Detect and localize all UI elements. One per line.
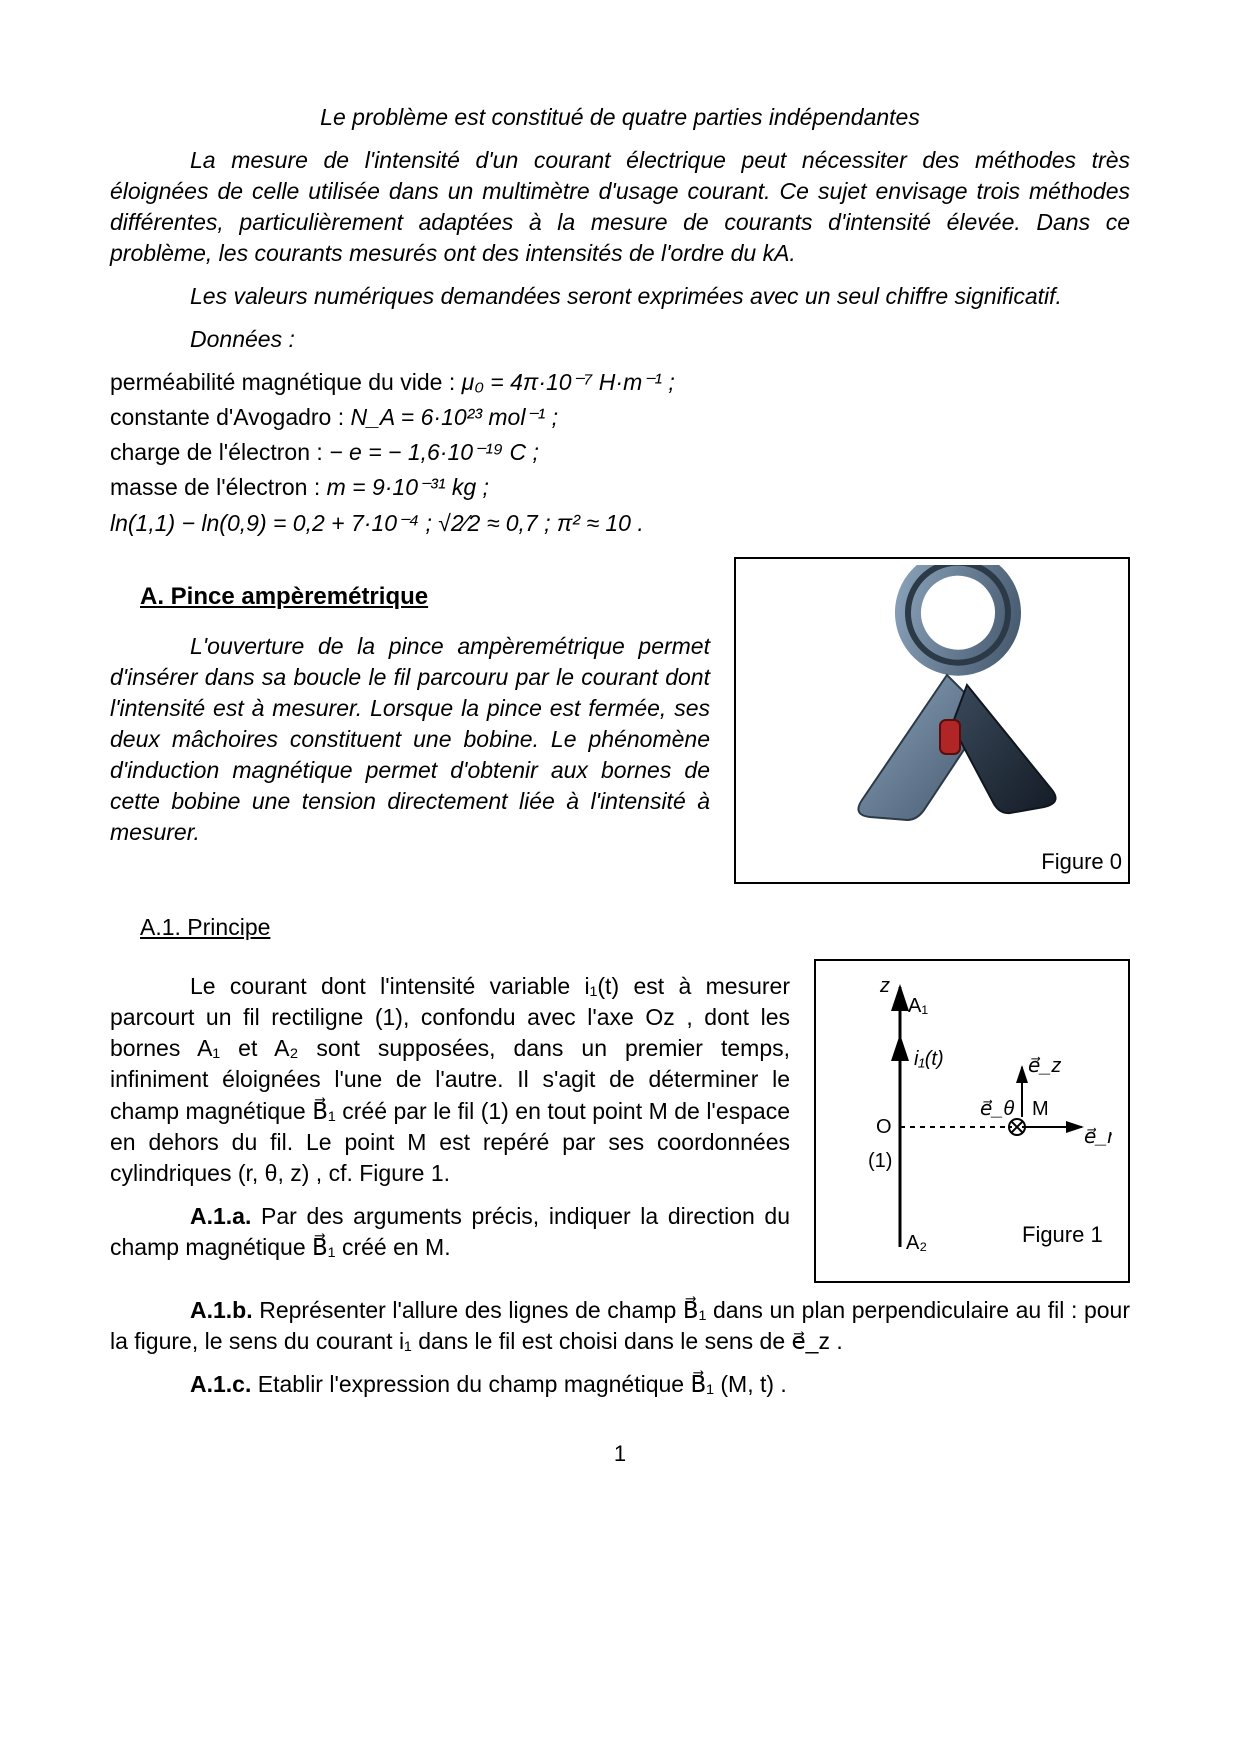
q-a1b-text: Représenter l'allure des lignes de champ… [110,1297,1130,1354]
figure-0-caption: Figure 0 [742,847,1122,877]
q-a1c-label: A.1.c. [190,1371,251,1397]
q-a1c-text: Etablir l'expression du champ magnétique… [258,1371,787,1397]
data-mu0: perméabilité magnétique du vide : μ₀ = 4… [110,367,1130,398]
data-m-expr: m = 9·10⁻³¹ kg ; [327,474,489,500]
q-a1c: A.1.c. Etablir l'expression du champ mag… [110,1369,1130,1400]
intro-line: Le problème est constitué de quatre part… [110,102,1130,133]
figure-0-box: Figure 0 [734,557,1130,885]
section-a-leftcol: A. Pince ampèremétrique L'ouverture de l… [110,557,710,861]
donnees-title: Données : [110,324,1130,355]
fig1-wire: (1) [868,1150,892,1172]
q-a1a-label: A.1.a. [190,1203,251,1229]
fig1-i1: i₁(t) [914,1048,944,1070]
intro-para-2: Les valeurs numériques demandées seront … [110,281,1130,312]
figure-1-caption: Figure 1 [1022,1222,1103,1247]
data-mu0-expr: μ₀ = 4π·10⁻⁷ H·m⁻¹ ; [462,369,675,395]
data-na-expr: N_A = 6·10²³ mol⁻¹ ; [351,404,558,430]
figure-0-container: Figure 0 [734,557,1130,885]
q-a1a: A.1.a. Par des arguments précis, indique… [110,1201,790,1263]
fig1-er: e⃗_r [1084,1126,1112,1148]
figure-1-box: z A₁ i₁(t) e⃗_z e⃗_θ M e⃗_r O (1) A₂ Fig… [814,959,1130,1283]
fig1-A1: A₁ [908,995,928,1017]
q-a1b-label: A.1.b. [190,1297,253,1323]
section-a-row: A. Pince ampèremétrique L'ouverture de l… [110,557,1130,885]
section-a-title: A. Pince ampèremétrique [140,581,710,613]
fig1-et: e⃗_θ [980,1098,1014,1120]
data-e-expr: − e = − 1,6·10⁻¹⁹ C ; [329,439,539,465]
a1-para: Le courant dont l'intensité variable i₁(… [110,971,790,1188]
page-number: 1 [110,1439,1130,1469]
data-mu0-label: perméabilité magnétique du vide : [110,369,462,395]
a1-leftcol: Le courant dont l'intensité variable i₁(… [110,959,790,1274]
fig1-A2: A₂ [906,1232,927,1254]
data-e-label: charge de l'électron : [110,439,329,465]
data-ln: ln(1,1) − ln(0,9) = 0,2 + 7·10⁻⁴ ; √2⁄2 … [110,508,1130,539]
data-na: constante d'Avogadro : N_A = 6·10²³ mol⁻… [110,402,1130,433]
a1-title: A.1. Principe [140,912,1130,943]
physics-problem-page: Le problème est constitué de quatre part… [0,0,1240,1528]
fig1-ez: e⃗_z [1028,1055,1061,1077]
clamp-meter-illustration [742,565,1122,835]
intro-para-1: La mesure de l'intensité d'un courant él… [110,145,1130,269]
data-m-label: masse de l'électron : [110,474,327,500]
data-m: masse de l'électron : m = 9·10⁻³¹ kg ; [110,472,1130,503]
fig1-z: z [879,975,890,997]
section-a-para: L'ouverture de la pince ampèremétrique p… [110,631,710,848]
data-e: charge de l'électron : − e = − 1,6·10⁻¹⁹… [110,437,1130,468]
fig1-M: M [1032,1098,1049,1120]
data-na-label: constante d'Avogadro : [110,404,351,430]
fig1-O: O [876,1116,892,1138]
figure-1-container: z A₁ i₁(t) e⃗_z e⃗_θ M e⃗_r O (1) A₂ Fig… [814,959,1130,1283]
a1-row: Le courant dont l'intensité variable i₁(… [110,959,1130,1283]
cylindrical-coords-figure: z A₁ i₁(t) e⃗_z e⃗_θ M e⃗_r O (1) A₂ Fig… [822,967,1112,1267]
q-a1b: A.1.b. Représenter l'allure des lignes d… [110,1295,1130,1357]
